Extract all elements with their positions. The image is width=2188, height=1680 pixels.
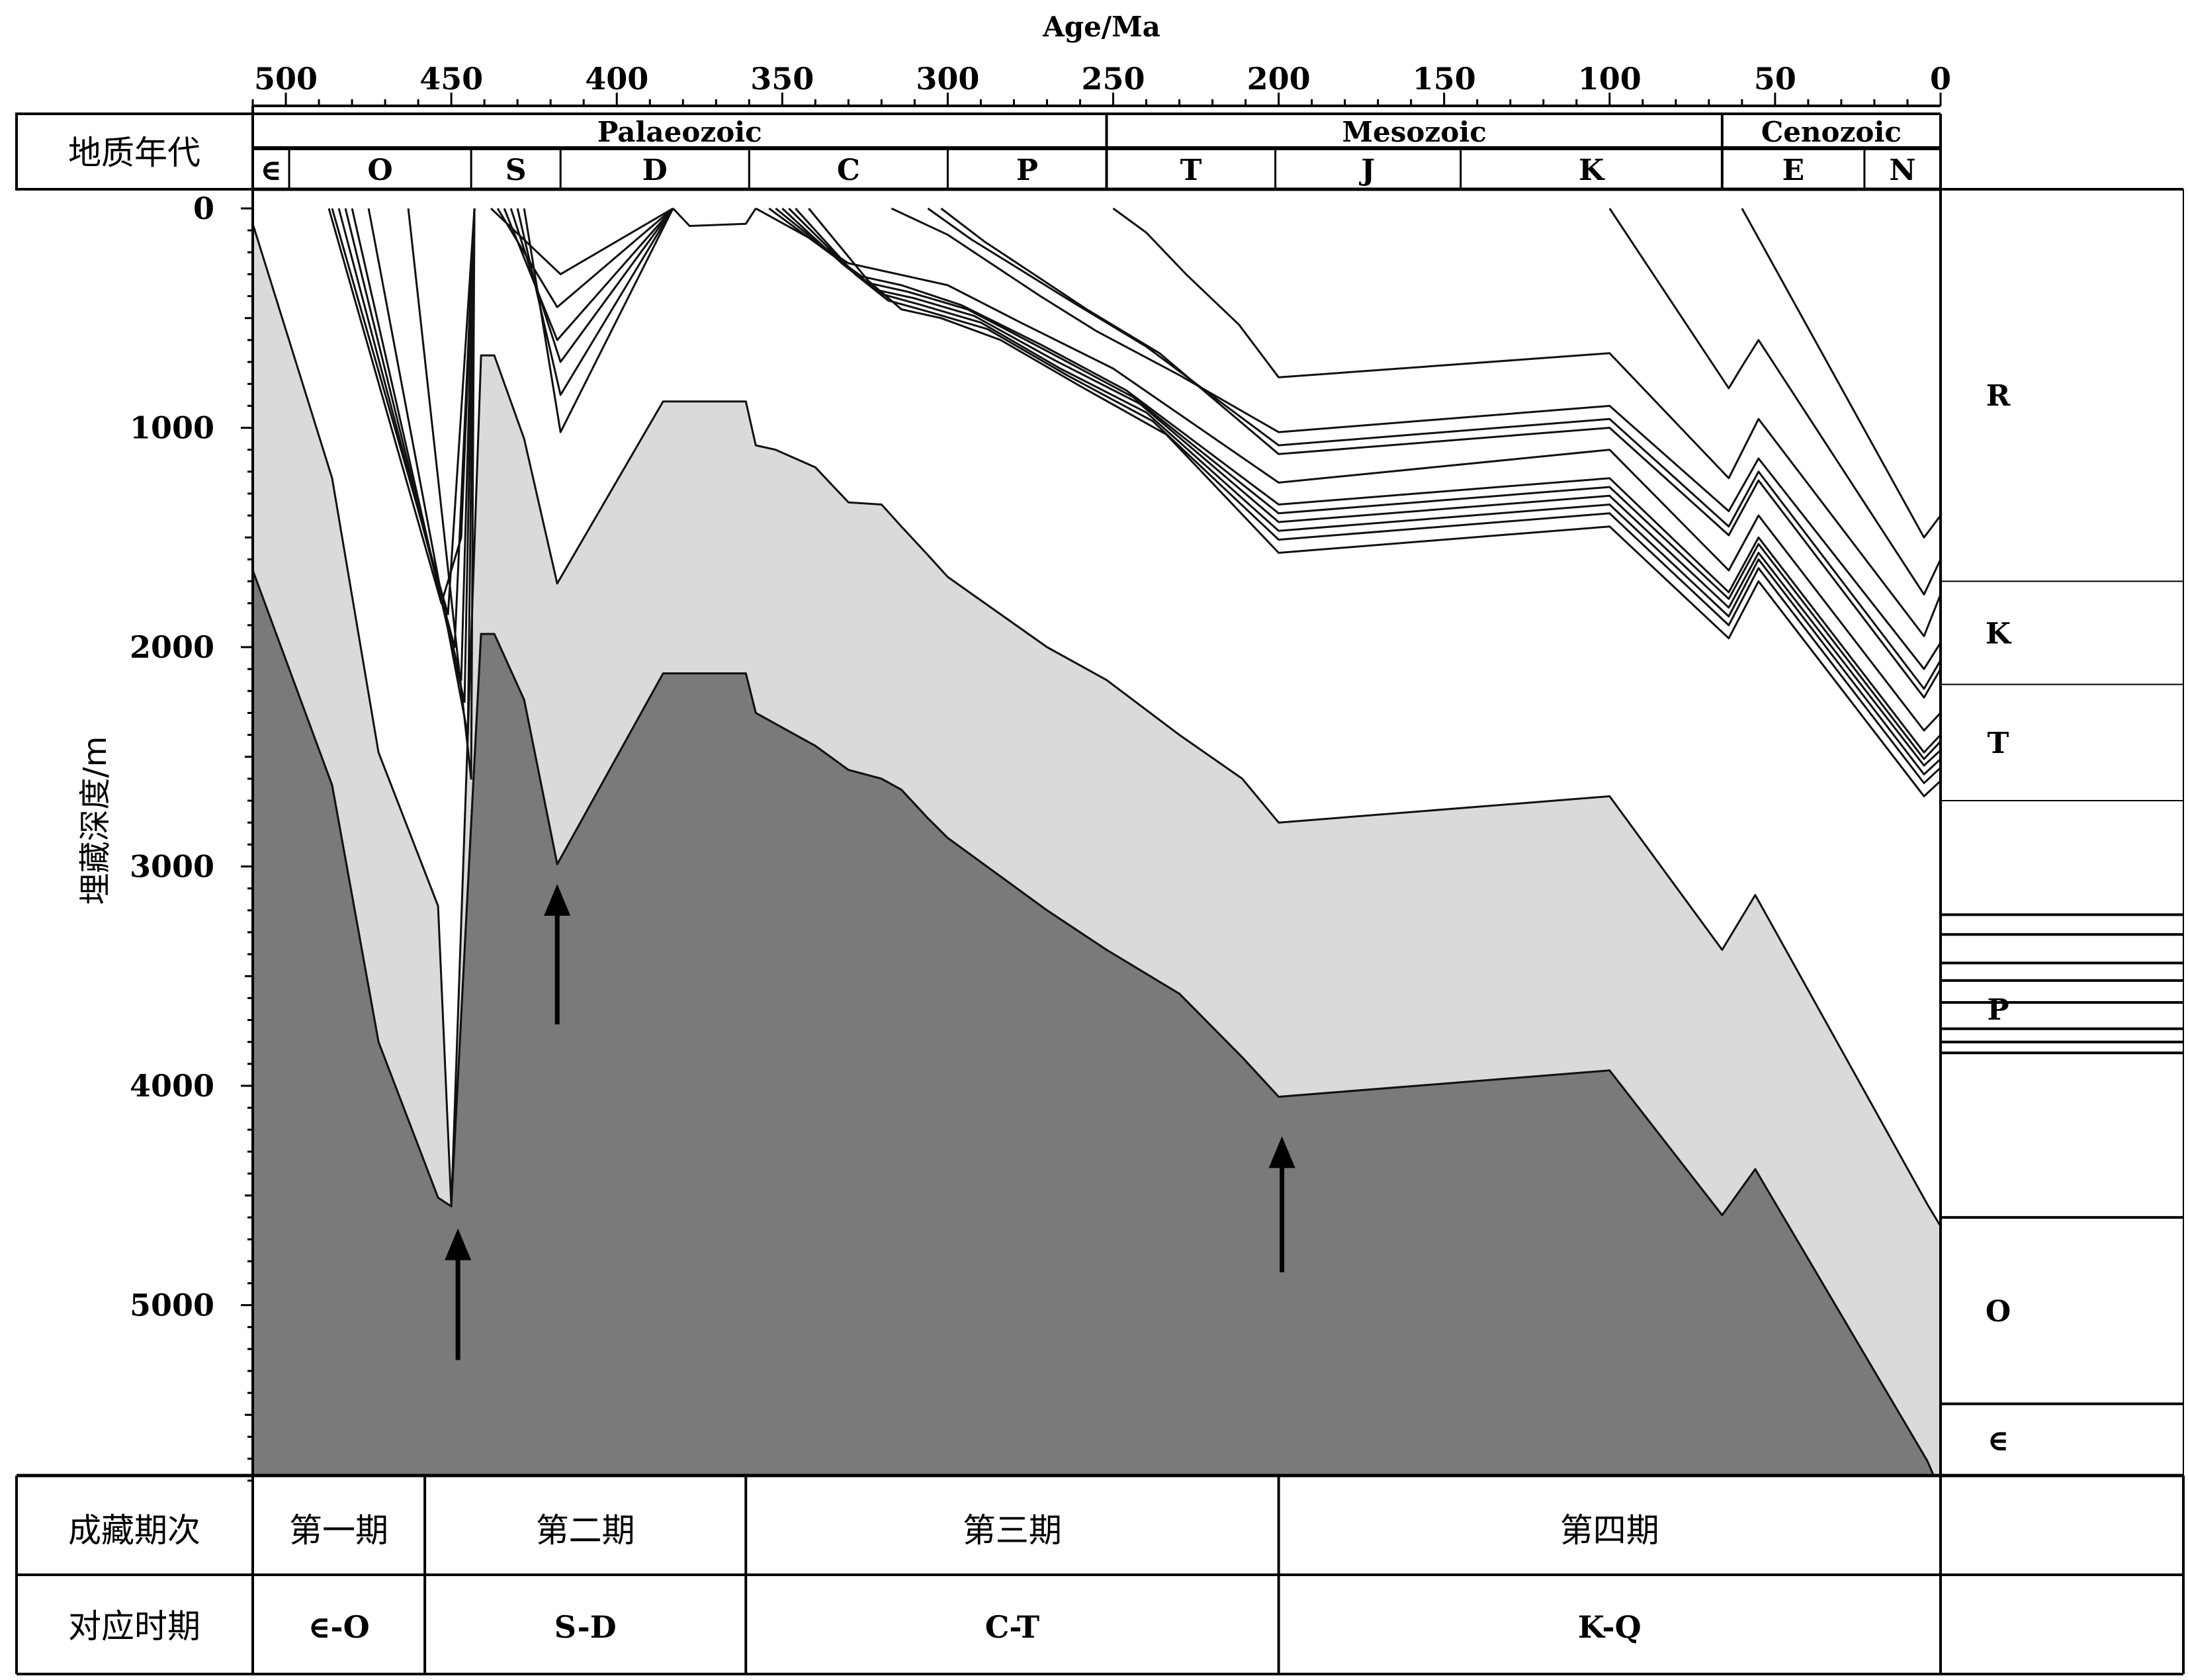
plot-area: [253, 207, 1941, 1476]
geologic-time-header: 地质年代 Palaeozoic Mesozoic Cenozoic ∈ O S D C P T J K…: [15, 112, 1941, 191]
x-tick-label: 0: [1930, 61, 1951, 97]
burial-curve-14: [755, 207, 1941, 732]
period-label: T: [1180, 154, 1202, 187]
period-label: E: [1782, 154, 1805, 187]
corresponding-period: S-D: [554, 1609, 617, 1645]
burial-curve-20: [808, 208, 1941, 797]
x-tick-label: 50: [1754, 61, 1796, 97]
y-tick-label: 1000: [130, 410, 214, 446]
accumulation-table: 成藏期次 对应时期 第一期 第二期 第三期 第四期 ∈-O S-D C-T K-Q: [15, 1474, 2185, 1675]
burial-curve-26: [1741, 208, 1941, 539]
burial-curve-13: [672, 207, 757, 227]
x-tick-label: 100: [1578, 61, 1641, 97]
y-axis-title: 埋藏深度/m: [77, 736, 114, 905]
strat-label: O: [1986, 1295, 2011, 1329]
era-label: Cenozoic: [1761, 116, 1902, 148]
arrow-head: [544, 884, 571, 916]
y-axis: 0 1000 2000 3000 4000 5000: [130, 191, 253, 1482]
x-tick-label: 150: [1413, 61, 1476, 97]
dark-fill-layer-0: [253, 569, 1935, 1476]
era-label: Palaeozoic: [597, 116, 762, 148]
burial-curve-6: [407, 208, 476, 780]
burial-curve-2: [337, 208, 476, 648]
period-label: N: [1889, 154, 1915, 187]
accumulation-row-label: 成藏期次: [68, 1511, 200, 1550]
burial-curve-15: [768, 207, 1941, 754]
burial-curve-25: [1608, 208, 1941, 596]
period-label: S: [505, 154, 527, 187]
y-tick-label: 4000: [130, 1068, 214, 1104]
x-axis-title: Age/Ma: [1042, 11, 1160, 43]
burial-curve-11: [516, 208, 674, 396]
period-label: D: [642, 154, 668, 187]
x-tick-label: 400: [585, 61, 648, 97]
x-tick-label: 200: [1247, 61, 1311, 97]
header-label-cell: [15, 112, 254, 191]
corresponding-period: C-T: [985, 1609, 1039, 1645]
arrow-head: [445, 1228, 472, 1260]
era-label: Mesozoic: [1342, 116, 1487, 148]
period-label: C: [837, 154, 860, 187]
accumulation-arrows: [445, 884, 1295, 1360]
period-label: J: [1358, 154, 1375, 187]
x-tick-label: 300: [916, 61, 979, 97]
x-tick-label: 500: [254, 61, 318, 97]
strat-label: R: [1986, 379, 2011, 413]
arrow-head: [1268, 1136, 1295, 1169]
era-row-label: 地质年代: [68, 134, 200, 172]
strat-label: P: [1987, 993, 2009, 1027]
corresponding-period: K-Q: [1578, 1609, 1641, 1645]
burial-curve-4: [351, 208, 476, 703]
strat-label: ∈: [1988, 1424, 2009, 1458]
y-tick-label: 0: [193, 191, 214, 226]
period-label: O: [367, 154, 392, 187]
burial-curve-22: [927, 207, 1941, 690]
y-axis-title-group: 埋藏深度/m: [77, 736, 114, 905]
burial-curve-19: [795, 207, 1941, 784]
accumulation-stage: 第三期: [963, 1511, 1062, 1550]
strat-label: T: [1988, 727, 2009, 760]
burial-curve-24: [1112, 207, 1941, 637]
accumulation-stage: 第二期: [536, 1511, 635, 1550]
accumulation-stage: 第一期: [289, 1511, 388, 1550]
burial-curve-21: [891, 207, 1941, 670]
x-tick-label: 250: [1081, 61, 1145, 97]
accumulation-stage: 第四期: [1560, 1511, 1659, 1550]
burial-curve-1: [331, 208, 476, 615]
burial-curve-18: [788, 207, 1941, 775]
y-tick-label: 3000: [130, 849, 214, 885]
corresponding-row-label: 对应时期: [68, 1607, 200, 1646]
x-axis: 500 450 400 350 300 250 200 150 100 50 0: [251, 61, 1951, 1476]
y-tick-label: 2000: [130, 629, 214, 665]
y-tick-label: 5000: [130, 1288, 214, 1323]
period-label: P: [1016, 154, 1038, 187]
stratigraphic-column: R K T P O ∈: [1941, 188, 2184, 1476]
x-tick-label: 350: [750, 61, 814, 97]
corresponding-period: ∈-O: [308, 1609, 369, 1645]
burial-curve-3: [344, 208, 476, 682]
period-label: ∈: [260, 154, 282, 187]
burial-curve-23: [940, 207, 1941, 699]
x-tick-label: 450: [419, 61, 483, 97]
strat-label: K: [1986, 617, 2012, 650]
burial-curve-9: [503, 208, 674, 341]
burial-curve-10: [509, 208, 674, 363]
period-label: K: [1579, 154, 1605, 187]
burial-curve-5: [367, 208, 476, 736]
burial-curve-12: [523, 208, 674, 433]
burial-curve-7: [490, 207, 674, 275]
